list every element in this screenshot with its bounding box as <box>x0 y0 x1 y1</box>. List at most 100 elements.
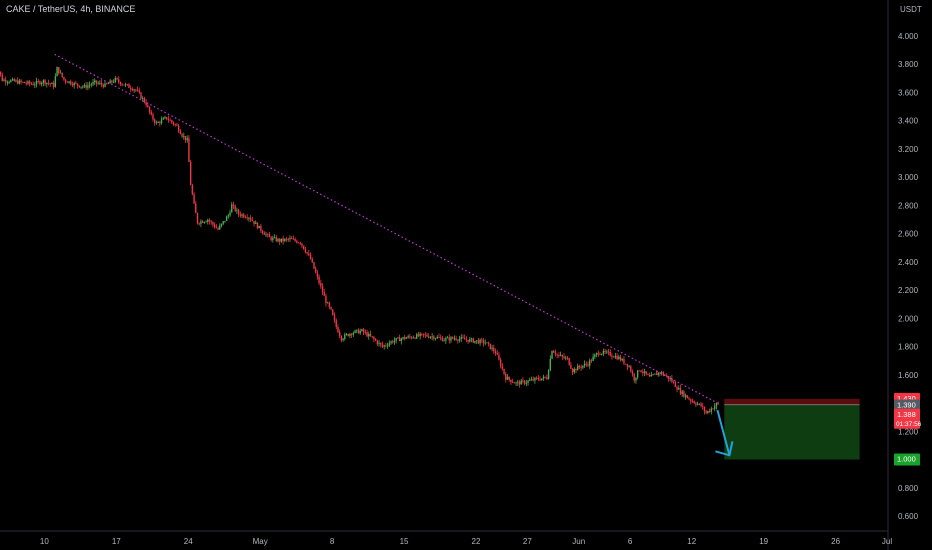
candle-body <box>618 356 620 360</box>
candle-body <box>83 85 86 87</box>
candle-body <box>515 382 517 384</box>
price-tick-label: 2.600 <box>898 230 919 239</box>
candle-body <box>320 283 322 287</box>
time-tick-label: Jul <box>882 537 892 546</box>
candle-body <box>203 221 206 223</box>
candle-body <box>511 382 514 383</box>
candle-body <box>52 83 55 87</box>
candle-body <box>648 374 651 377</box>
candle-body <box>484 342 486 344</box>
candle-body <box>707 411 709 413</box>
candle-body <box>155 122 158 124</box>
candle-body <box>710 408 712 412</box>
down-arrow[interactable] <box>716 409 731 456</box>
time-axis[interactable]: 10 17 24 May 8 15 22 27 Jun 6 12 19 26 Jul <box>40 537 892 546</box>
candle-body <box>470 338 473 340</box>
candle-body <box>645 371 647 374</box>
bar-countdown: 01:37:56 <box>896 421 922 428</box>
candle-body <box>616 356 618 360</box>
candle-body <box>20 80 22 82</box>
candle-body <box>481 339 483 341</box>
resistance-trendline[interactable] <box>54 53 718 404</box>
candle-body <box>609 351 611 356</box>
stop-loss-zone[interactable] <box>724 398 860 405</box>
candle-body <box>189 162 192 186</box>
candle-body <box>400 338 403 342</box>
candle-body <box>667 375 670 379</box>
candle-body <box>63 76 65 80</box>
candle-body <box>8 82 10 83</box>
candle-body <box>260 225 262 231</box>
candle-body <box>672 381 675 383</box>
candle-body <box>126 84 128 86</box>
candle-body <box>75 82 77 84</box>
candle-body <box>340 335 343 341</box>
candle-body <box>22 81 24 83</box>
candle-body <box>342 338 344 341</box>
candle-body <box>34 84 36 86</box>
symbol-title[interactable]: CAKE / TetherUS, 4h, BINANCE <box>6 4 136 14</box>
down-arrow-head[interactable] <box>715 441 734 457</box>
candle-body <box>448 337 450 341</box>
candle-body <box>46 82 48 84</box>
candle-body <box>106 83 108 85</box>
candle-body <box>364 332 367 333</box>
take-profit-zone[interactable] <box>724 404 860 460</box>
candle-body <box>85 85 87 88</box>
candle-body <box>640 370 642 373</box>
candle-body <box>517 381 519 383</box>
candle-body <box>715 403 718 407</box>
candle-body <box>13 79 15 82</box>
candle-body <box>409 336 411 338</box>
candle-body <box>573 368 575 373</box>
candle-body <box>224 220 226 222</box>
candle-body <box>446 337 449 339</box>
candle-body <box>580 367 582 368</box>
candle-body <box>102 84 105 87</box>
candle-body <box>602 350 605 354</box>
candle-body <box>635 377 637 381</box>
time-tick-label: 27 <box>523 537 532 546</box>
candle-body <box>268 234 271 238</box>
candle-body <box>606 351 608 353</box>
candle-body <box>263 232 265 235</box>
candle-body <box>177 125 180 132</box>
candle-body <box>690 399 692 402</box>
candle-body <box>583 363 586 366</box>
candle-body <box>506 376 509 380</box>
candle-body <box>398 337 401 342</box>
candle-body <box>479 339 481 344</box>
candle-body <box>674 382 677 388</box>
candle-body <box>436 336 438 339</box>
candle-body <box>628 366 630 368</box>
candle-body <box>453 338 456 340</box>
candle-body <box>201 221 204 223</box>
price-tick-label: 3.000 <box>898 173 919 182</box>
candle-body <box>299 242 301 244</box>
candle-body <box>51 83 53 85</box>
candle-body <box>619 356 622 361</box>
price-tick-label: 1.200 <box>898 427 919 436</box>
candle-body <box>118 79 120 82</box>
candle-body <box>82 86 84 88</box>
candle-body <box>599 354 601 356</box>
candle-body <box>686 395 689 399</box>
candle-body <box>570 364 572 369</box>
price-axis[interactable]: 4.000 3.800 3.600 3.400 3.200 3.000 2.800 2.600… <box>898 32 919 521</box>
drawings[interactable] <box>54 53 734 457</box>
candle-body <box>664 375 666 376</box>
candle-body <box>421 333 423 335</box>
position-zones[interactable] <box>724 398 860 460</box>
candle-body <box>267 234 269 236</box>
candle-body <box>248 217 250 219</box>
candle-body <box>563 356 565 359</box>
candle-body <box>219 225 221 230</box>
candle-body <box>397 337 399 339</box>
candle-body <box>532 379 534 381</box>
candle-body <box>487 342 490 344</box>
candle-body <box>311 259 313 263</box>
candle-body <box>366 332 368 337</box>
candle-body <box>188 138 190 163</box>
candle-body <box>660 372 663 374</box>
